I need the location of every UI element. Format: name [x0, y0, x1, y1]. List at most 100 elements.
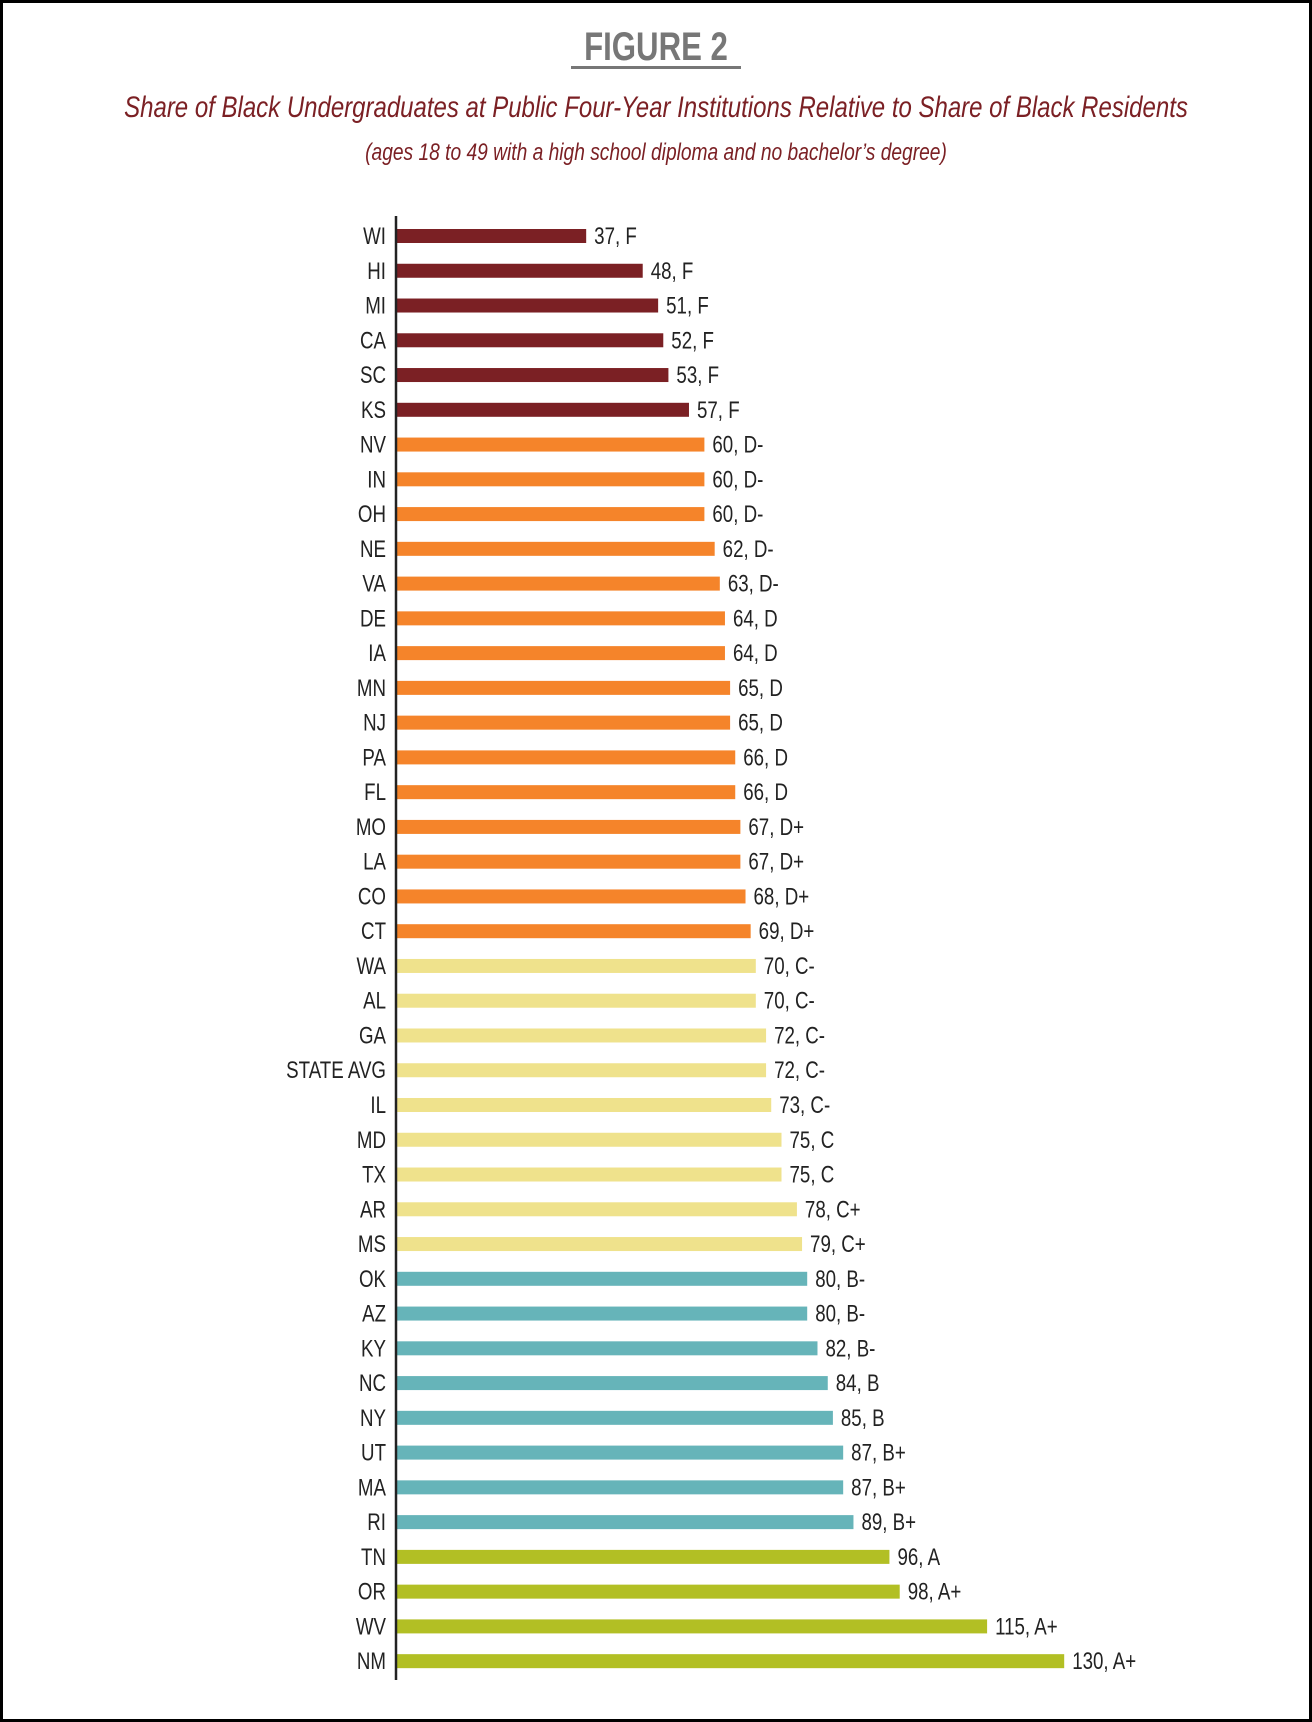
data-label: 73, C-: [779, 1092, 830, 1119]
data-label: 52, F: [671, 327, 714, 354]
category-label: OH: [358, 501, 386, 528]
category-label: FL: [364, 779, 386, 806]
bar: [397, 750, 736, 765]
chart-subtitle: Share of Black Undergraduates at Public …: [124, 89, 1188, 123]
category-label: NV: [360, 431, 387, 458]
category-label: KY: [361, 1335, 386, 1362]
data-label: 51, F: [666, 292, 709, 319]
bar: [397, 1480, 844, 1495]
bar: [397, 1341, 818, 1356]
category-label: LA: [363, 848, 386, 875]
data-label: 85, B: [841, 1405, 885, 1432]
category-label: AZ: [362, 1300, 386, 1327]
category-label: AL: [363, 988, 386, 1015]
bar: [397, 889, 746, 904]
data-label: 65, D: [738, 675, 783, 702]
bar: [397, 1410, 833, 1425]
data-label: 67, D+: [748, 814, 804, 841]
bar: [397, 1584, 900, 1599]
data-label: 80, B-: [815, 1266, 865, 1293]
bar: [397, 611, 725, 626]
bar: [397, 1515, 854, 1530]
data-label: 80, B-: [815, 1300, 865, 1327]
data-label: 69, D+: [759, 918, 815, 945]
data-label: 64, D: [733, 640, 778, 667]
data-label: 72, C-: [774, 1022, 825, 1049]
data-label: 84, B: [836, 1370, 880, 1397]
data-label: 70, C-: [764, 988, 815, 1015]
bar: [397, 785, 736, 800]
category-label: NC: [359, 1370, 386, 1397]
bar: [397, 229, 587, 243]
bar: [397, 1619, 988, 1634]
bar: [397, 437, 705, 452]
data-label: 37, F: [594, 223, 637, 250]
category-label: CA: [360, 327, 387, 354]
bar: [397, 646, 725, 661]
category-label: NY: [360, 1405, 386, 1432]
bar: [397, 1445, 844, 1460]
data-label: 53, F: [676, 362, 719, 389]
data-label: 63, D-: [728, 570, 779, 597]
category-label: MO: [356, 814, 386, 841]
data-label: 75, C: [790, 1161, 835, 1188]
data-label: 115, A+: [995, 1613, 1058, 1640]
data-label: 130, A+: [1072, 1648, 1136, 1675]
data-label: 79, C+: [810, 1231, 866, 1258]
category-label: WV: [356, 1613, 387, 1640]
bar: [397, 298, 659, 313]
category-label: TX: [362, 1161, 386, 1188]
category-label: CT: [361, 918, 386, 945]
data-label: 78, C+: [805, 1196, 861, 1223]
bar: [397, 1549, 890, 1564]
bar: [397, 819, 741, 834]
data-label: 62, D-: [723, 536, 774, 563]
data-label: 65, D: [738, 709, 783, 736]
category-label: STATE AVG: [286, 1057, 386, 1084]
category-label: NJ: [363, 709, 386, 736]
data-label: 48, F: [651, 258, 694, 285]
category-label: GA: [359, 1022, 387, 1049]
data-label: 87, B+: [851, 1439, 906, 1466]
chart-note: (ages 18 to 49 with a high school diplom…: [365, 138, 947, 166]
bar: [397, 368, 669, 383]
bar: [397, 1167, 782, 1182]
category-label: NE: [360, 536, 386, 563]
data-label: 96, A: [897, 1544, 940, 1571]
category-label: PA: [362, 744, 386, 771]
category-label: KS: [361, 397, 386, 424]
data-label: 64, D: [733, 605, 778, 632]
category-label: MI: [365, 292, 386, 319]
bar: [397, 680, 731, 695]
bar: [397, 333, 664, 348]
data-label: 87, B+: [851, 1474, 906, 1501]
bar: [397, 1237, 803, 1252]
bar: [397, 1306, 808, 1321]
data-label: 66, D: [743, 779, 788, 806]
data-label: 60, D-: [712, 466, 763, 493]
category-label: DE: [360, 605, 386, 632]
bar: [397, 1063, 767, 1078]
category-label: MA: [358, 1474, 387, 1501]
category-label: NM: [357, 1648, 386, 1675]
category-label: SC: [360, 362, 386, 389]
bar: [397, 1654, 1065, 1669]
data-label: 57, F: [697, 397, 740, 424]
bar: [397, 507, 705, 522]
category-label: IA: [368, 640, 386, 667]
bar: [397, 715, 731, 730]
data-label: 66, D: [743, 744, 788, 771]
category-label: HI: [367, 258, 386, 285]
category-label: WI: [363, 223, 386, 250]
category-label: CO: [358, 883, 386, 910]
bar: [397, 1132, 782, 1147]
data-label: 72, C-: [774, 1057, 825, 1084]
chart-title: FIGURE 2: [584, 24, 728, 69]
category-label: MS: [358, 1231, 386, 1258]
category-label: VA: [362, 570, 386, 597]
category-label: OR: [358, 1578, 386, 1605]
bar: [397, 472, 705, 487]
data-label: 75, C: [790, 1127, 835, 1154]
bar: [397, 541, 715, 556]
